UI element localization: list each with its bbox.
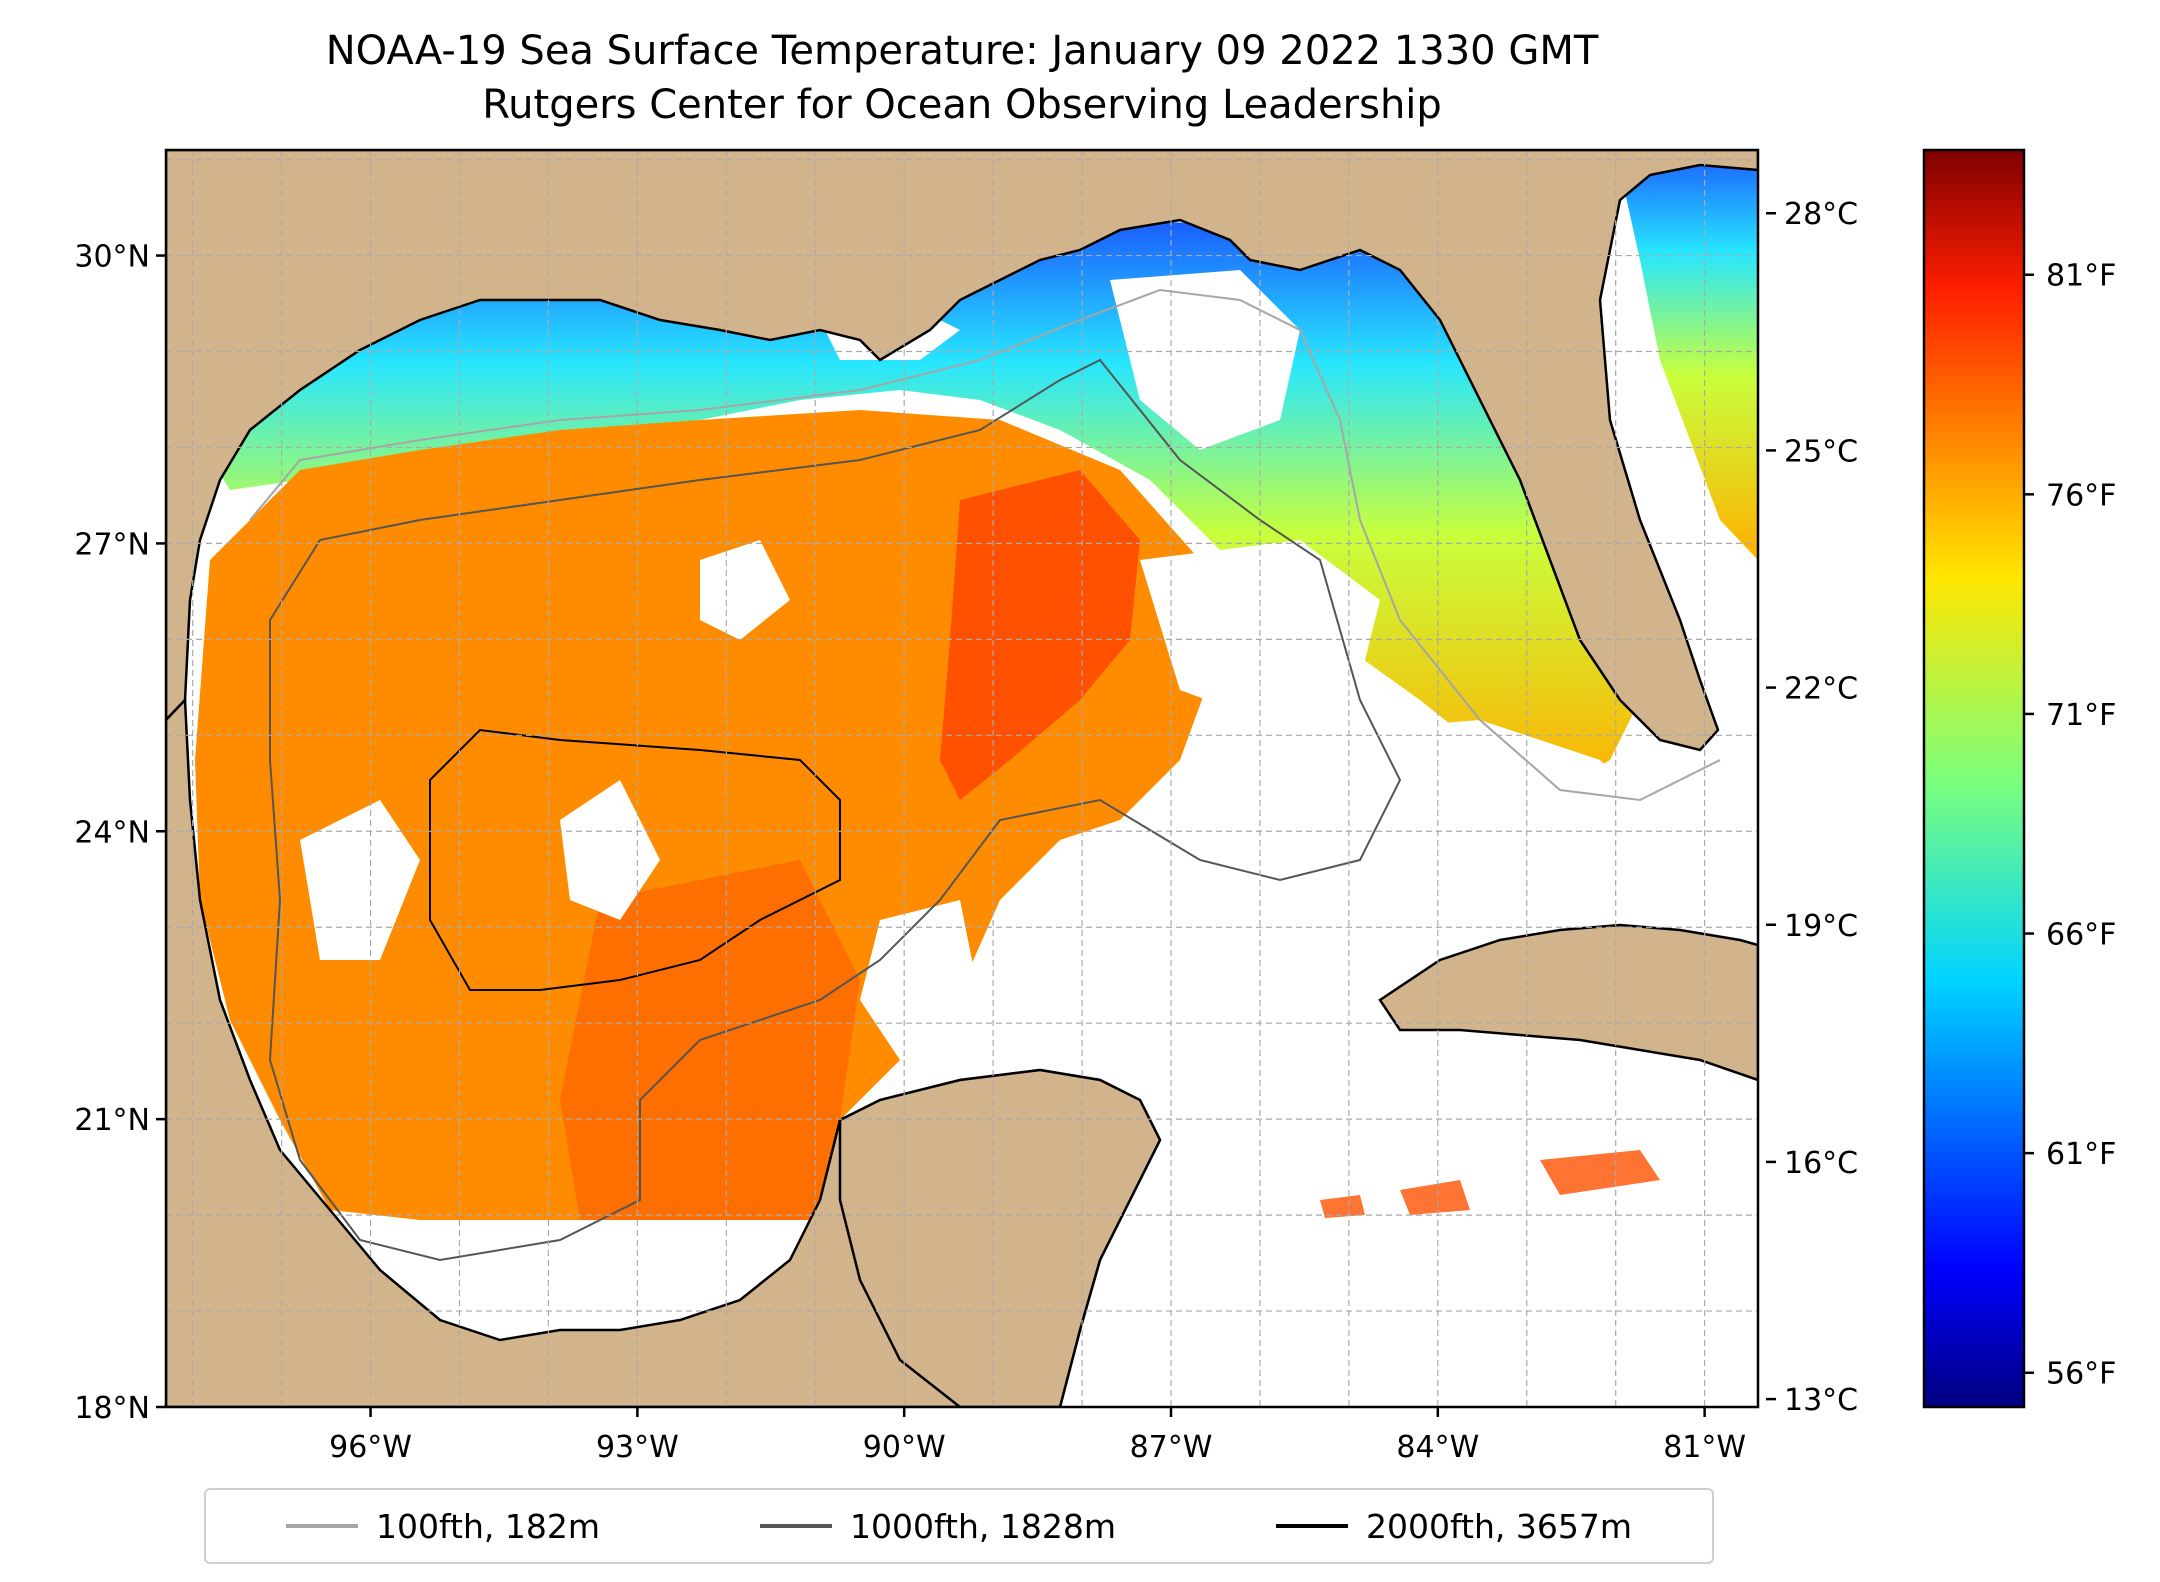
map-border bbox=[164, 148, 1760, 1409]
cloud-gap bbox=[700, 540, 790, 640]
legend-swatch bbox=[286, 1524, 358, 1528]
latitude-axis: 18°N 21°N 24°N 27°N 30°N bbox=[74, 240, 166, 1426]
cloud-gap bbox=[560, 780, 660, 920]
figure-subtitle: Rutgers Center for Ocean Observing Leade… bbox=[482, 82, 1442, 128]
map-frame bbox=[166, 150, 1758, 1407]
colorbar: 13°C 16°C 19°C 22°C 25°C 28°C 56°F 61°F 66°F 71°… bbox=[1766, 148, 2116, 1418]
lat-tick-label: 18°N bbox=[74, 1391, 150, 1426]
legend-item-100fth: 100fth, 182m bbox=[286, 1507, 600, 1546]
cloud-gap bbox=[1110, 270, 1300, 450]
longitude-axis: 96°W 93°W 90°W 87°W 84°W 81°W bbox=[329, 1407, 1746, 1465]
land-us-gulf-coast bbox=[166, 150, 1758, 752]
contour-legend: 100fth, 182m 1000fth, 1828m 2000fth, 365… bbox=[204, 1488, 1714, 1564]
fahrenheit-tick-label: 56°F bbox=[2046, 1357, 2116, 1392]
contour-1000fth bbox=[268, 358, 1402, 1262]
cloud-gap bbox=[300, 800, 420, 960]
bathymetry-contours bbox=[249, 288, 1721, 1262]
sst-florida-east bbox=[1620, 150, 1758, 560]
sst-scattered-south bbox=[1320, 1150, 1660, 1218]
lon-tick-label: 96°W bbox=[329, 1430, 412, 1465]
celsius-tick-label: 25°C bbox=[1784, 434, 1858, 469]
lat-tick-label: 27°N bbox=[74, 527, 150, 562]
fahrenheit-tick-label: 76°F bbox=[2046, 478, 2116, 513]
contour-100fth bbox=[249, 288, 1721, 802]
celsius-tick-label: 16°C bbox=[1784, 1146, 1858, 1181]
celsius-tick-label: 13°C bbox=[1784, 1383, 1858, 1418]
lon-tick-label: 90°W bbox=[863, 1430, 946, 1465]
lon-tick-label: 81°W bbox=[1663, 1430, 1746, 1465]
cloud-gap bbox=[860, 900, 980, 1060]
lon-tick-label: 87°W bbox=[1130, 1430, 1213, 1465]
sst-southwest-warm bbox=[560, 860, 860, 1220]
legend-swatch bbox=[1275, 1524, 1348, 1528]
lat-tick-label: 24°N bbox=[74, 815, 150, 850]
gridlines bbox=[166, 150, 1758, 1407]
lon-tick-label: 93°W bbox=[596, 1430, 679, 1465]
legend-item-1000fth: 1000fth, 1828m bbox=[760, 1507, 1116, 1546]
land-yucatan bbox=[838, 1068, 1162, 1407]
legend-item-2000fth: 2000fth, 3657m bbox=[1275, 1506, 1632, 1546]
legend-swatch bbox=[760, 1524, 832, 1528]
land bbox=[166, 150, 1758, 1407]
legend-label: 1000fth, 1828m bbox=[850, 1506, 1116, 1546]
land-cuba bbox=[1378, 923, 1758, 1082]
colorbar-fahrenheit-axis: 56°F 61°F 66°F 71°F 76°F 81°F bbox=[2024, 259, 2116, 1392]
celsius-tick-label: 19°C bbox=[1784, 909, 1858, 944]
fahrenheit-tick-label: 66°F bbox=[2046, 918, 2116, 953]
celsius-tick-label: 22°C bbox=[1784, 672, 1858, 707]
celsius-tick-label: 28°C bbox=[1784, 197, 1858, 232]
legend-label: 100fth, 182m bbox=[376, 1506, 600, 1546]
contour-2000fth bbox=[429, 728, 841, 991]
colorbar-celsius-axis: 13°C 16°C 19°C 22°C 25°C 28°C bbox=[1766, 197, 1858, 1418]
lon-tick-label: 84°W bbox=[1396, 1430, 1479, 1465]
legend-label: 2000fth, 3657m bbox=[1365, 1506, 1632, 1546]
figure-title: NOAA-19 Sea Surface Temperature: January… bbox=[325, 28, 1599, 74]
lat-tick-label: 30°N bbox=[74, 240, 150, 275]
fahrenheit-tick-label: 61°F bbox=[2046, 1137, 2116, 1172]
colorbar-gradient bbox=[1922, 148, 2026, 1409]
lat-tick-label: 21°N bbox=[74, 1103, 150, 1138]
fahrenheit-tick-label: 81°F bbox=[2046, 259, 2116, 294]
sst-loop-current bbox=[940, 470, 1140, 800]
fahrenheit-tick-label: 71°F bbox=[2046, 698, 2116, 733]
